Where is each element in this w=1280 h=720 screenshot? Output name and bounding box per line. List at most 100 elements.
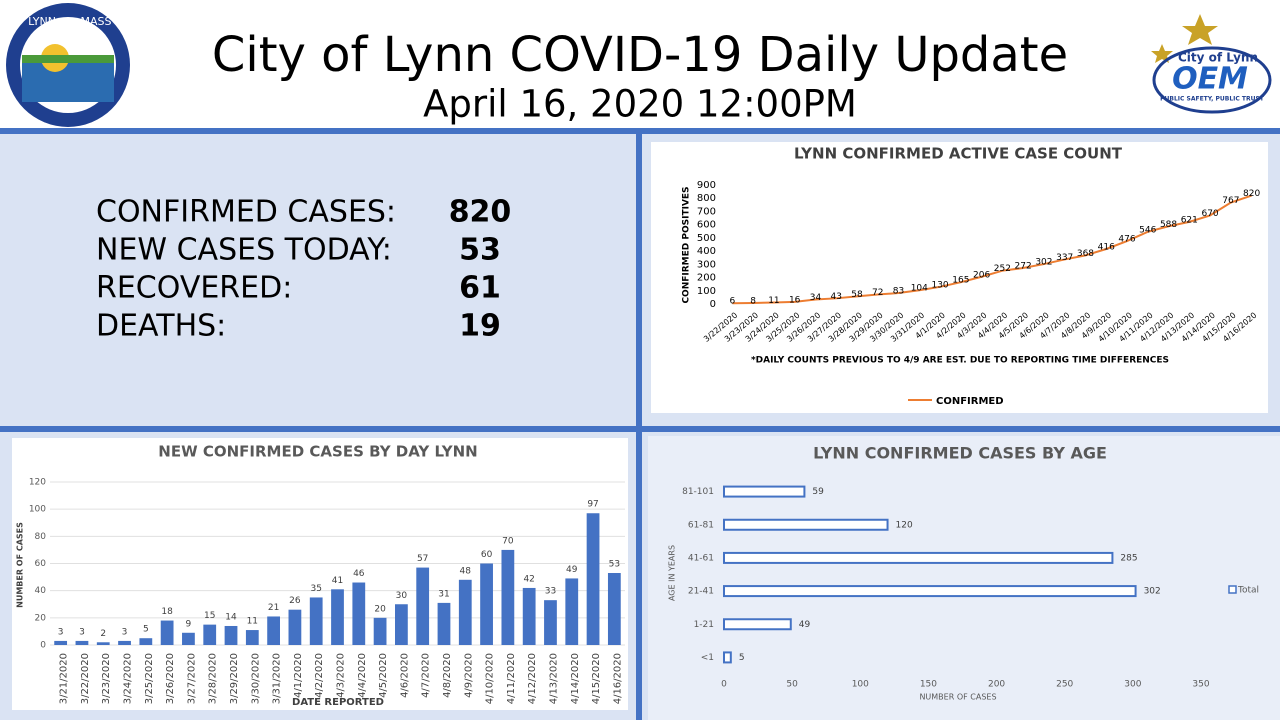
divider <box>0 426 1280 432</box>
divider <box>0 128 1280 134</box>
stat-value: 19 <box>459 309 501 344</box>
bar <box>501 549 515 645</box>
data-label: 120 <box>896 520 913 530</box>
y-tick-label: 41-61 <box>688 553 714 563</box>
x-tick-label: 3/23/2020 <box>101 653 112 704</box>
stat-label: NEW CASES TODAY: <box>96 233 392 268</box>
bar <box>437 602 451 645</box>
bar <box>723 518 889 531</box>
stat-label: DEATHS: <box>96 309 226 344</box>
x-tick-label: 3/24/2020 <box>123 653 134 704</box>
data-label: 11 <box>768 296 779 306</box>
y-tick-label: 200 <box>697 273 716 284</box>
logo-swoosh <box>1152 46 1272 114</box>
data-label: 8 <box>750 296 756 306</box>
x-tick-label: 4/13/2020 <box>548 653 559 704</box>
stat-label: RECOVERED: <box>96 271 292 306</box>
data-label: 206 <box>973 270 990 280</box>
x-tick-label: 3/26/2020 <box>165 653 176 704</box>
x-tick-label: 3/29/2020 <box>229 653 240 704</box>
bar <box>224 625 238 645</box>
bar <box>565 578 579 645</box>
logo-text: City of Lynn <box>1178 51 1258 65</box>
logo-text: OEM <box>1172 62 1248 97</box>
x-tick-label: 4/2/2020 <box>314 653 325 698</box>
title: City of Lynn COVID-19 Daily Update <box>212 27 1068 83</box>
data-label: 165 <box>952 276 969 286</box>
data-label: 83 <box>893 287 904 297</box>
legend-label: Total <box>1237 586 1259 596</box>
data-label: 30 <box>396 591 408 601</box>
line <box>732 194 1252 305</box>
bar <box>480 563 493 645</box>
data-label: 588 <box>1160 220 1177 230</box>
x-tick-label: 4/6/2020 <box>399 653 410 698</box>
data-label: 3 <box>122 627 128 637</box>
bar <box>54 640 68 645</box>
bar <box>544 600 557 645</box>
bar <box>395 604 408 645</box>
data-label: 46 <box>353 569 365 579</box>
data-label: 43 <box>831 292 842 302</box>
y-tick-label: 800 <box>697 193 716 204</box>
y-tick-label: 500 <box>697 233 716 244</box>
x-tick-label: 4/10/2020 <box>485 653 496 704</box>
x-tick-label: 150 <box>920 680 937 690</box>
y-tick-label: 100 <box>697 286 716 297</box>
y-tick-label: 20 <box>35 613 47 623</box>
y-tick-label: 80 <box>35 532 47 542</box>
y-tick-label: 21-41 <box>688 587 714 597</box>
bar <box>723 618 792 631</box>
data-label: 33 <box>545 587 556 597</box>
y-tick-label: 40 <box>35 586 47 596</box>
x-tick-label: 3/21/2020 <box>59 653 70 704</box>
data-label: 26 <box>289 596 301 606</box>
bar <box>586 513 600 645</box>
data-label: 14 <box>225 612 237 622</box>
bar <box>373 617 387 645</box>
data-label: 670 <box>1201 209 1218 219</box>
bar <box>182 632 195 645</box>
data-label: 6 <box>730 297 736 307</box>
x-axis-label: DATE REPORTED <box>292 697 384 708</box>
data-label: 272 <box>1015 262 1032 272</box>
logo-seal <box>22 60 114 102</box>
y-tick-label: 400 <box>697 246 716 257</box>
x-tick-label: 300 <box>1124 680 1141 690</box>
data-label: 9 <box>186 619 192 629</box>
logo-text: PUBLIC SAFETY, PUBLIC TRUST <box>1160 96 1265 103</box>
bar <box>723 485 806 498</box>
x-tick-label: 4/11/2020 <box>506 653 517 704</box>
x-tick-label: 3/28/2020 <box>208 653 219 704</box>
x-tick-label: 4/5/2020 <box>378 653 389 698</box>
bar <box>118 640 131 645</box>
bar <box>331 589 344 645</box>
chart-panel <box>648 436 1280 720</box>
y-tick-label: 100 <box>29 505 46 515</box>
x-tick-label: 4/1/2020 <box>293 653 304 698</box>
data-label: 820 <box>1243 189 1260 199</box>
data-label: 476 <box>1118 235 1135 245</box>
chart-panel <box>651 142 1268 413</box>
x-tick-label: 4/3/2020 <box>336 653 347 698</box>
x-tick-label: 200 <box>988 680 1005 690</box>
data-label: 368 <box>1077 249 1094 259</box>
stat-value: 61 <box>459 271 501 306</box>
data-label: 15 <box>204 611 215 621</box>
y-tick-label: 60 <box>35 559 47 569</box>
bar <box>458 579 472 645</box>
data-label: 53 <box>609 560 620 570</box>
logo-seal <box>22 55 114 63</box>
data-label: 60 <box>481 550 493 560</box>
data-label: 49 <box>566 565 578 575</box>
y-tick-label: 81-101 <box>682 487 714 497</box>
data-label: 48 <box>460 566 472 576</box>
logo-text: MASS <box>81 15 112 28</box>
y-tick-label: 1-21 <box>694 620 714 630</box>
bar <box>75 640 89 645</box>
data-label: 34 <box>810 293 822 303</box>
legend-label: CONFIRMED <box>936 396 1004 407</box>
data-label: 285 <box>1120 553 1137 563</box>
data-label: 337 <box>1056 253 1073 263</box>
